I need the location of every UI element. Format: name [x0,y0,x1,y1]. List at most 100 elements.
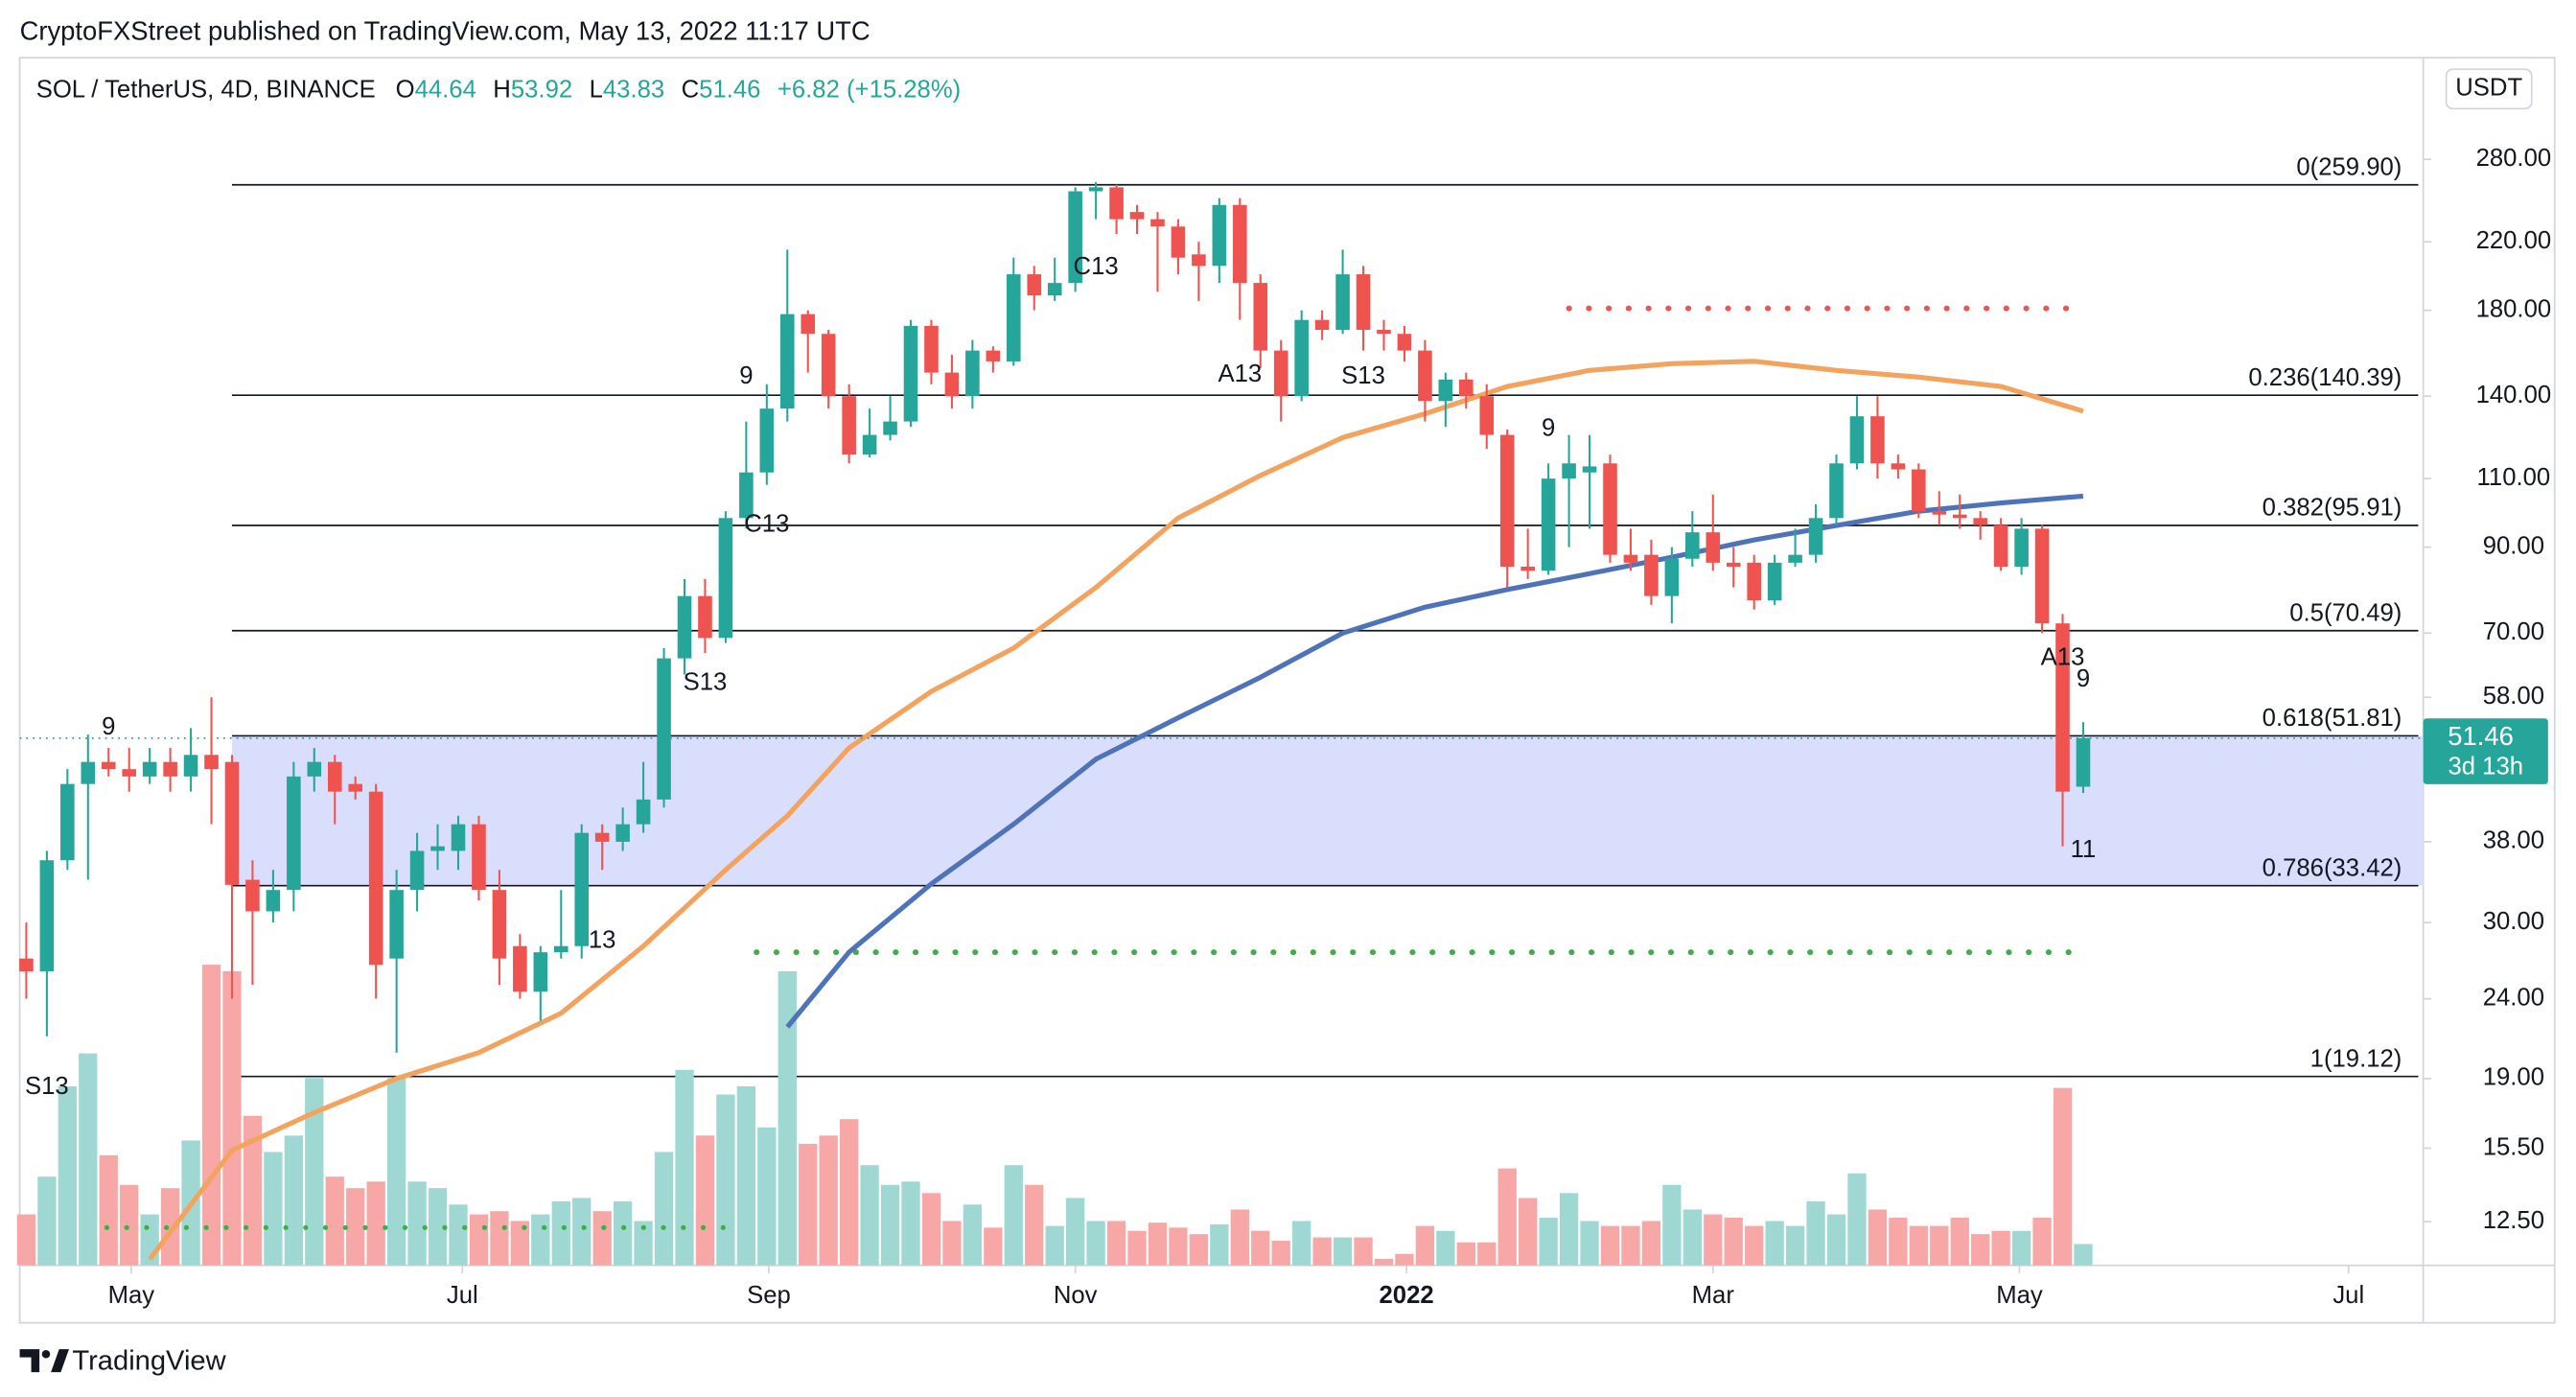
y-tick-label: 70.00 [2483,618,2544,645]
candle-body [842,396,856,455]
candle-body [1418,350,1432,402]
volume-bar [531,1214,550,1266]
candle-body [553,945,569,953]
candle-body [1973,518,1987,525]
candle-body [1664,558,1680,596]
volume-bar [1909,1225,1928,1266]
x-tick-label: Mar [1692,1282,1735,1309]
volume-bar [16,1214,36,1266]
logo-mark [41,1349,51,1359]
candle-body [1870,416,1885,464]
annotation: 9 [1542,415,1555,442]
candle-body [1006,274,1021,361]
y-tick-label: 140.00 [2476,382,2552,408]
candle-body [183,755,198,777]
volume-bar [1724,1218,1743,1266]
candle-body [1273,350,1288,397]
fib-label: 0.786(33.42) [2263,854,2402,881]
volume-bar [1580,1221,1599,1266]
volume-bar [1600,1225,1620,1266]
candle-body [1562,463,1576,479]
volume-bar [757,1127,777,1266]
volume-bar [1826,1214,1846,1266]
volume-bar [880,1184,900,1266]
currency-box[interactable] [2445,68,2533,110]
volume-bar [407,1181,427,1266]
candle-body [204,755,219,770]
y-tick-label: 38.00 [2483,827,2544,854]
volume-bar [305,1078,324,1266]
plot-area: 0(259.90) 0.236(140.39) 0.382(95.91) 0.5(70… [16,153,2424,1266]
candle-body [1459,379,1474,397]
volume-bar [1106,1221,1126,1266]
candle-body [1253,283,1268,351]
volume-bar [2053,1087,2073,1266]
volume-bar [1950,1218,1969,1266]
candle-body [60,783,75,861]
volume-bar [901,1181,920,1266]
volume-bar [1271,1241,1290,1266]
candle-body [698,595,712,639]
ohlc-letter: H [493,76,511,103]
candle-body [1685,532,1700,559]
candle-body [287,776,301,891]
candle-body [801,314,816,335]
candle-body [1520,567,1535,571]
candle-body [1726,562,1741,568]
volume-bar [1765,1221,1784,1266]
candle-body [1314,319,1330,331]
fib-zone [231,735,2424,886]
y-tick-label: 30.00 [2483,908,2544,935]
volume-bar [1374,1258,1394,1266]
candle-body [348,783,363,792]
candle-body [1068,191,1082,284]
candle-body [245,879,260,912]
y-tick-label: 90.00 [2483,532,2544,559]
candle-body [266,890,281,912]
candle-body [39,860,55,972]
volume-bar [1086,1221,1105,1266]
volume-bar [1312,1237,1332,1266]
candle-body [1356,274,1371,331]
candle-body [779,314,795,409]
candle-body [430,846,445,851]
volume-bar [1497,1168,1517,1266]
volume-bar [1333,1237,1353,1266]
candle-body [657,658,671,800]
y-tick-label: 19.00 [2483,1064,2544,1091]
candle-body [327,761,342,792]
annotation: 9 [2077,665,2090,692]
close-value: 51.46 [699,76,760,103]
candle-body [574,832,590,946]
candle-body [759,408,775,473]
candle-body [1541,478,1556,571]
candle-body [1912,469,1926,512]
fib-label: 0(259.90) [2296,153,2402,180]
candle-body [1129,212,1145,220]
candle-body [1603,463,1617,555]
volume-bar [386,1078,406,1266]
volume-bar [2011,1230,2031,1266]
candle-body [1706,532,1721,563]
volume-bar [1539,1218,1558,1266]
fib-label: 0.618(51.81) [2263,705,2402,732]
candle-body [307,761,322,777]
change: +6.82 (+15.28%) [777,76,961,103]
x-tick-label: 2022 [1380,1282,1434,1309]
y-tick-label: 24.00 [2483,984,2544,1011]
x-tick-label: Sep [747,1282,791,1309]
candle-body [1808,518,1823,555]
candle-body [903,325,918,422]
candle-body [1747,562,1761,601]
countdown: 3d 13h [2448,753,2523,780]
volume-bar [1785,1225,1805,1266]
volume-bar [1395,1253,1414,1266]
candle-body [2014,528,2029,568]
candle-body [1788,554,1802,563]
volume-bar [839,1119,859,1266]
volume-bar [819,1135,838,1266]
volume-bar [2032,1218,2052,1266]
volume-bar [1806,1200,1825,1266]
candle-body [492,890,507,959]
